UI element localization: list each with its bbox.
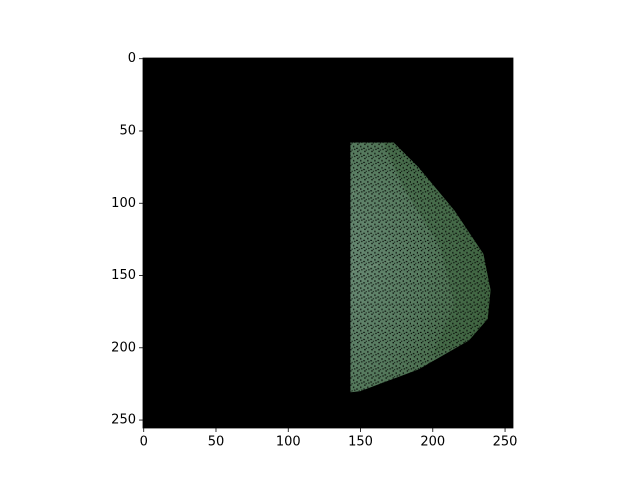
y-tick-label: 100 xyxy=(111,196,136,211)
y-tick-label: 200 xyxy=(111,340,136,355)
y-tick-label: 0 xyxy=(128,51,136,66)
x-tick-label: 150 xyxy=(348,435,373,450)
x-tick-label: 250 xyxy=(493,435,518,450)
axes-frame xyxy=(142,57,514,429)
x-tick-label: 200 xyxy=(420,435,445,450)
y-tick-label: 150 xyxy=(111,268,136,283)
leaf-image xyxy=(350,142,491,393)
y-tick-label: 250 xyxy=(111,413,136,428)
x-tick-label: 50 xyxy=(208,435,225,450)
x-tick-label: 0 xyxy=(140,435,148,450)
y-tick-label: 50 xyxy=(119,123,136,138)
x-tick-label: 100 xyxy=(276,435,301,450)
